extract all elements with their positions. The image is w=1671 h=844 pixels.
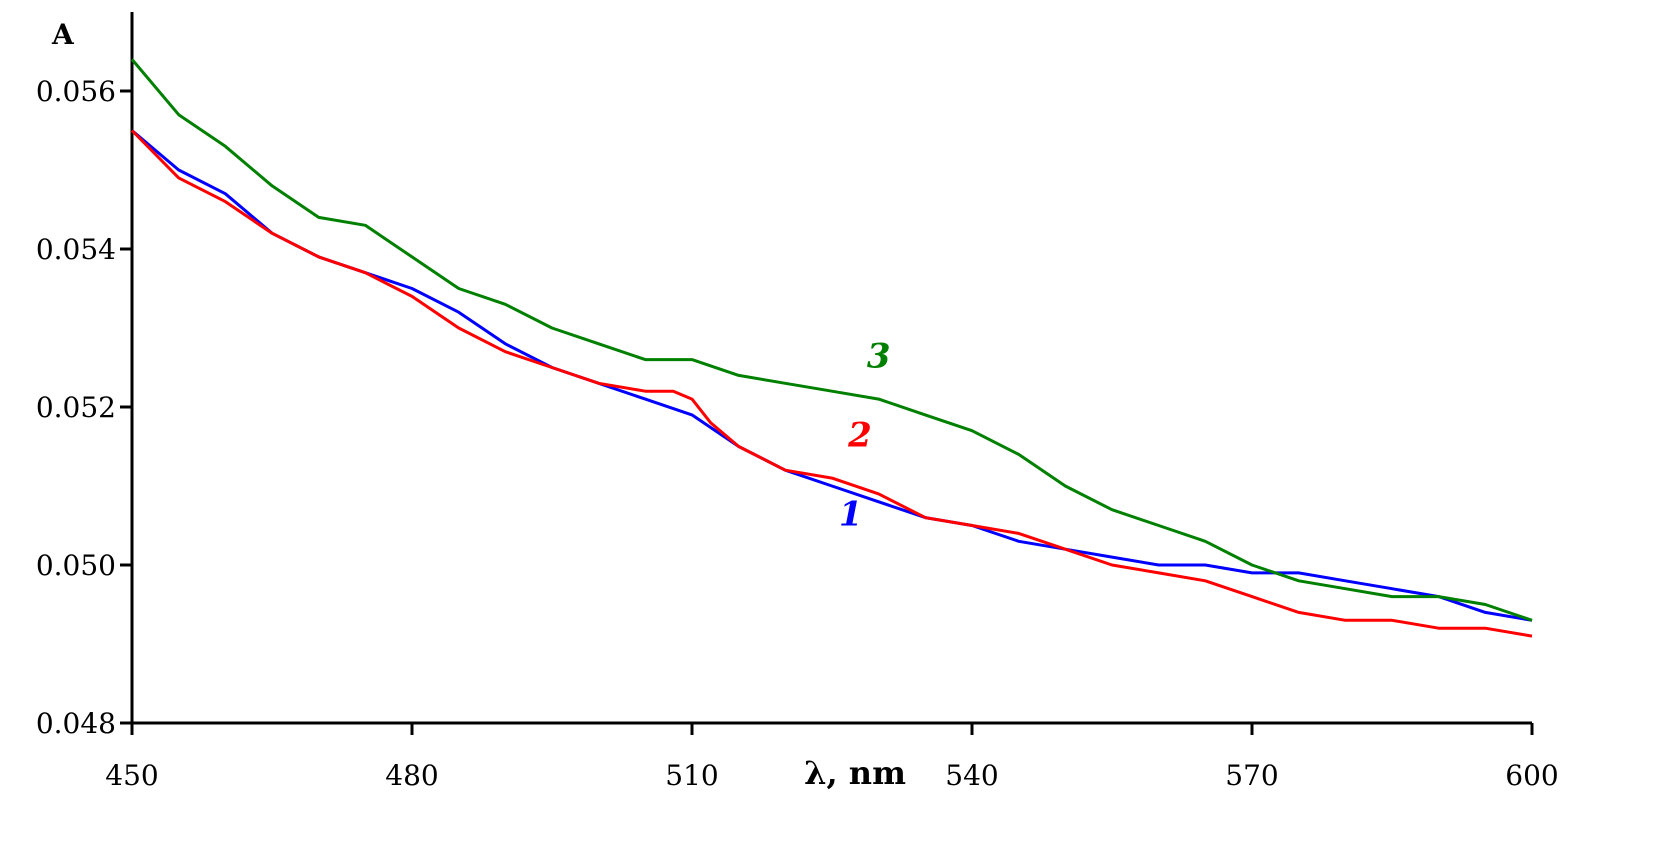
y-tick-label: 0.052 [36, 391, 116, 424]
x-tick-label: 540 [945, 759, 998, 792]
series-line-3 [130, 58, 1533, 622]
x-tick-label: 510 [665, 759, 718, 792]
y-tick-label: 0.056 [36, 75, 116, 108]
x-tick-label: 570 [1225, 759, 1278, 792]
y-tick-label: 0.048 [36, 707, 116, 740]
x-tick-label: 450 [105, 759, 158, 792]
series-line-1 [131, 129, 1533, 622]
x-tick-label: 600 [1505, 759, 1558, 792]
x-axis-title: λ, nm [804, 754, 906, 792]
y-axis-title: A [51, 18, 75, 51]
y-ticks: 0.048 0.050 0.052 0.054 0.056 [36, 75, 132, 740]
series-label-1: 1 [839, 495, 863, 535]
series-label-2: 2 [847, 416, 872, 456]
series-line-2 [130, 129, 1533, 638]
y-tick-label: 0.054 [36, 233, 116, 266]
y-tick-label: 0.050 [36, 549, 116, 582]
series-label-3: 3 [867, 337, 891, 377]
x-ticks: 450 480 510 540 570 600 [105, 723, 1559, 792]
series-layer: 1 2 3 [130, 58, 1533, 638]
x-tick-label: 480 [385, 759, 438, 792]
